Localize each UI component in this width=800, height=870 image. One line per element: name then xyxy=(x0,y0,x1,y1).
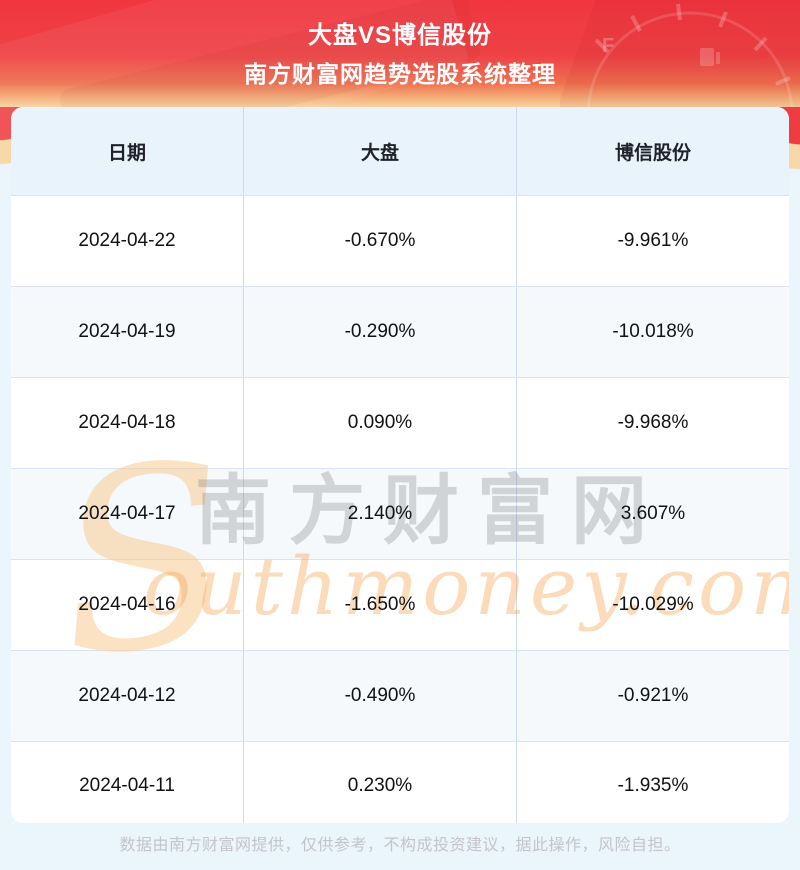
date-cell: 2024-04-18 xyxy=(78,412,176,433)
date-cell: 2024-04-22 xyxy=(78,230,176,251)
market-cell: -0.490% xyxy=(243,651,516,741)
market-cell: -0.670% xyxy=(243,196,516,286)
market-cell: -1.650% xyxy=(243,560,516,650)
fuel-gauge-decoration: F xyxy=(586,3,794,107)
header-banner: F 大盘VS博信股份 南方财富网趋势选股系统整理 xyxy=(0,0,800,107)
market-cell: -0.290% xyxy=(243,287,516,377)
stock-cell: -10.029% xyxy=(516,560,789,650)
stock-cell: -9.968% xyxy=(516,378,789,468)
table-row: 2024-04-16 -1.650% -10.029% xyxy=(11,559,789,650)
gauge-f-label: F xyxy=(602,35,614,57)
market-cell: 0.230% xyxy=(243,742,516,823)
banner-photo-overlay-band xyxy=(57,0,483,107)
stock-cell: 3.607% xyxy=(516,469,789,559)
table-row: 2024-04-17 2.140% 3.607% xyxy=(11,468,789,559)
date-cell: 2024-04-12 xyxy=(78,685,176,706)
date-cell: 2024-04-17 xyxy=(78,503,176,524)
page-title: 大盘VS博信股份 xyxy=(307,22,492,49)
stock-cell: -9.961% xyxy=(516,196,789,286)
table-row: 2024-04-22 -0.670% -9.961% xyxy=(11,195,789,286)
stock-cell: -1.935% xyxy=(516,742,789,823)
table-header-row: 日期 大盘 博信股份 xyxy=(11,107,789,195)
disclaimer-text: 数据由南方财富网提供，仅供参考，不构成投资建议，据此操作，风险自担。 xyxy=(119,837,681,854)
market-cell: 2.140% xyxy=(243,469,516,559)
table-body: 2024-04-22 -0.670% -9.961% 2024-04-19 -0… xyxy=(11,195,789,823)
date-cell: 2024-04-16 xyxy=(78,594,176,615)
column-header-date: 日期 xyxy=(107,142,146,164)
column-header-stock: 博信股份 xyxy=(516,107,789,195)
page-subtitle: 南方财富网趋势选股系统整理 xyxy=(244,61,556,87)
table-row: 2024-04-18 0.090% -9.968% xyxy=(11,377,789,468)
stock-cell: -10.018% xyxy=(516,287,789,377)
market-cell: 0.090% xyxy=(243,378,516,468)
date-cell: 2024-04-11 xyxy=(79,774,175,796)
table-row: 2024-04-19 -0.290% -10.018% xyxy=(11,286,789,377)
fuel-pump-icon xyxy=(700,48,720,66)
stock-cell: -0.921% xyxy=(516,651,789,741)
banner-photo-overlay-band xyxy=(0,0,471,107)
column-header-market: 大盘 xyxy=(243,107,516,195)
date-cell: 2024-04-19 xyxy=(78,321,176,342)
table-row: 2024-04-12 -0.490% -0.921% xyxy=(11,650,789,741)
table-row: 2024-04-11 0.230% -1.935% xyxy=(11,741,789,823)
comparison-table-card: 日期 大盘 博信股份 2024-04-22 -0.670% -9.961% 20… xyxy=(11,107,789,823)
